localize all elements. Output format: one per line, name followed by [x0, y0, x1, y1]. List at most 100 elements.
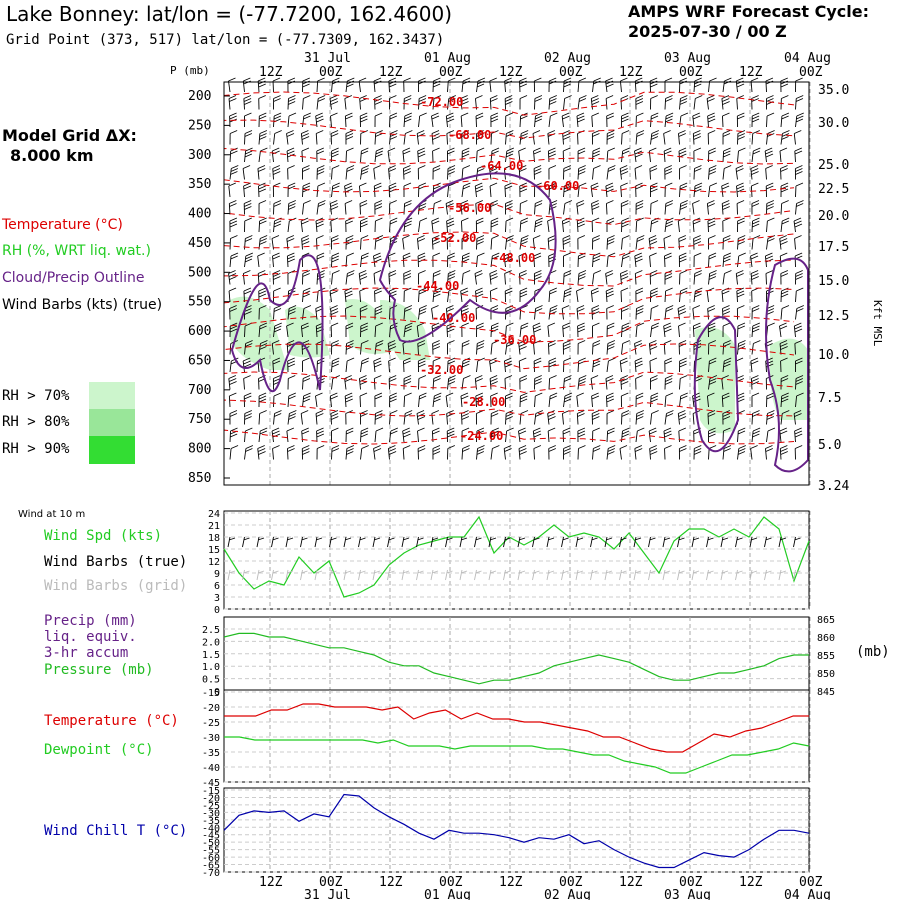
- wind-barb: [374, 392, 383, 408]
- wind-barb: [737, 445, 746, 460]
- wind-barb: [750, 375, 759, 390]
- wind-barb: [650, 287, 658, 303]
- wind-barb: [474, 182, 484, 198]
- wind-barb-true: [430, 536, 439, 548]
- wind-barb: [258, 217, 267, 233]
- wind-barb: [605, 270, 614, 285]
- wind-barb: [360, 165, 370, 180]
- wind-barb: [635, 392, 644, 408]
- wind-barb: [765, 357, 774, 373]
- cloud-outline: [230, 254, 324, 393]
- wind-barb-true: [764, 536, 772, 548]
- wind-barb: [272, 77, 281, 93]
- pressure-line: [223, 632, 809, 685]
- wind-barb: [708, 427, 716, 443]
- wind-barb: [606, 305, 614, 320]
- wind-barb: [793, 130, 802, 145]
- wind-barb: [432, 287, 442, 303]
- wind-barb: [794, 357, 803, 373]
- date-label-bottom: 02 Aug: [544, 888, 591, 900]
- wind-barb: [707, 410, 716, 425]
- wind-barb: [736, 200, 745, 215]
- wind-barb-true: [285, 536, 294, 548]
- wind-barb: [244, 340, 253, 355]
- wind-barb: [649, 165, 658, 180]
- wind-barb: [561, 305, 570, 320]
- wind-barb: [534, 112, 543, 128]
- y-tick-label: 1.5: [202, 650, 220, 661]
- wind-barb: [619, 445, 628, 460]
- temperature-contour-line: [223, 231, 795, 258]
- wind-barb: [403, 357, 411, 373]
- wind-barb: [532, 427, 542, 443]
- wind-barb: [721, 287, 730, 303]
- wind-barb: [650, 322, 660, 338]
- wind-barb: [315, 112, 324, 128]
- wind-barb: [474, 270, 483, 285]
- wind-barbs-true-label: Wind Barbs (true): [44, 554, 188, 570]
- wind-barb: [344, 182, 353, 198]
- wind-barb: [534, 375, 542, 390]
- wind-barb: [258, 95, 266, 110]
- wind-barb: [766, 200, 774, 215]
- wind-barb: [286, 130, 295, 145]
- time-tick-label-top: 00Z: [439, 65, 463, 80]
- temperature-contour-line: [223, 371, 795, 393]
- wind-barb: [476, 130, 484, 145]
- wind-barb-true: [387, 536, 395, 548]
- wind-barb: [258, 340, 268, 355]
- wind-barb: [257, 165, 266, 180]
- wind-barb: [330, 112, 338, 128]
- wind-barb: [316, 95, 326, 110]
- wind-barb: [243, 200, 252, 215]
- wind-barb: [360, 410, 368, 425]
- wind-barb: [258, 392, 267, 408]
- wind-barb: [693, 165, 702, 180]
- wind-barb: [258, 427, 268, 443]
- wind-barb-true: [474, 536, 482, 548]
- wind-barb: [360, 340, 369, 355]
- wind-barb: [794, 427, 803, 443]
- y-tick-label: -45: [202, 778, 220, 789]
- wind-barb: [547, 147, 556, 163]
- wind-barb: [359, 375, 368, 390]
- wind-barb: [229, 252, 239, 268]
- wind-barb: [534, 410, 543, 425]
- cross-section-border: [223, 81, 810, 486]
- wind-barb: [706, 200, 715, 215]
- wind-barb-true: [720, 536, 729, 548]
- wind-barb: [301, 427, 310, 443]
- wind-barb: [664, 375, 673, 390]
- wind-barb: [331, 357, 340, 373]
- wind-barb: [547, 235, 556, 250]
- wind-barb: [388, 182, 397, 198]
- wind-barb: [316, 270, 325, 285]
- wind-barb: [677, 217, 686, 233]
- wind-barb-true: [343, 536, 352, 548]
- wind-barb: [373, 165, 381, 180]
- wind-barb: [780, 112, 790, 128]
- wind-barb: [795, 375, 804, 390]
- wind-barb: [431, 410, 440, 425]
- wind-barb: [576, 305, 585, 320]
- wind-barb: [664, 217, 674, 233]
- kft-tick-label: 17.5: [818, 240, 849, 255]
- wind-barb: [287, 165, 295, 180]
- wind-barb: [722, 112, 730, 128]
- wind-barb: [606, 252, 616, 268]
- wind-barb: [534, 95, 543, 110]
- wind-barb: [664, 287, 673, 303]
- wind-barb-true: [677, 536, 685, 548]
- wind-barb: [302, 182, 311, 198]
- wind-panel-border: [223, 510, 810, 610]
- wind-barb: [476, 77, 486, 93]
- rh-fill-region: [770, 338, 808, 420]
- wind-barb: [432, 445, 441, 460]
- wind-barb: [548, 165, 557, 180]
- wind-barb: [475, 392, 484, 408]
- wind-barb-grid: [662, 569, 671, 581]
- wind-barb: [402, 165, 411, 180]
- wind-barb: [635, 305, 644, 320]
- wind-barb: [533, 165, 542, 180]
- wind-barb: [577, 270, 587, 285]
